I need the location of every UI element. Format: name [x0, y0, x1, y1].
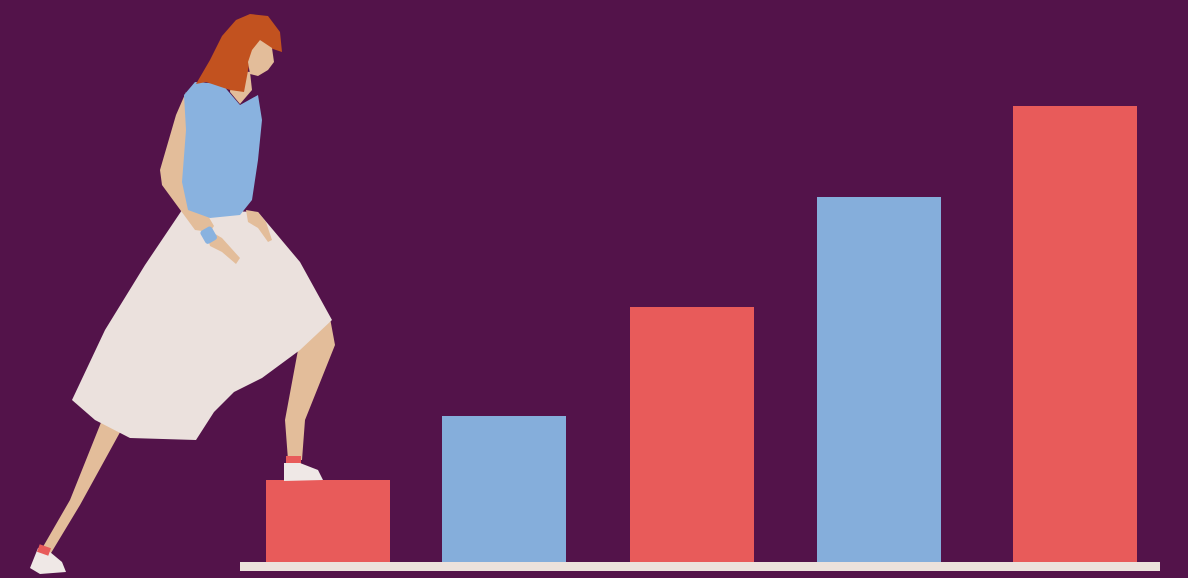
front-hand	[246, 210, 272, 242]
front-sock	[286, 456, 301, 464]
bar-3	[630, 307, 754, 562]
woman-figure	[30, 14, 335, 574]
bars-group	[266, 106, 1137, 562]
back-shoe	[30, 548, 66, 574]
bracelet	[200, 226, 217, 244]
bar-4	[817, 197, 941, 562]
back-sock	[36, 544, 52, 556]
bar-1	[266, 480, 390, 562]
bar-2	[442, 416, 566, 562]
face	[248, 40, 274, 76]
skirt	[72, 210, 332, 440]
front-shoe	[284, 463, 323, 481]
front-leg	[285, 315, 335, 460]
blouse-top	[182, 82, 262, 218]
back-leg	[40, 395, 135, 558]
bar-5	[1013, 106, 1137, 562]
hair	[196, 14, 282, 92]
baseline-floor	[240, 562, 1160, 571]
